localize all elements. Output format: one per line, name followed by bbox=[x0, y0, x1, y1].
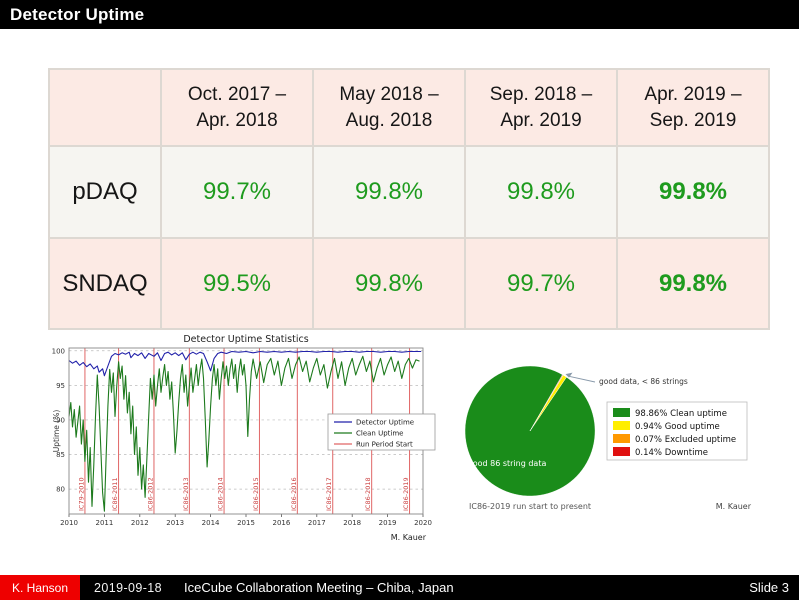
pie-legend-label: 0.07% Excluded uptime bbox=[635, 435, 736, 445]
line-chart-canvas: 80 85 90 95 100 2010 2011 2012 2013 2014 2015 2016 2… bbox=[52, 334, 436, 542]
slide-title: Detector Uptime bbox=[10, 4, 145, 24]
legend-swatch bbox=[613, 447, 630, 456]
run-period-label: IC86-2017 bbox=[325, 477, 333, 511]
run-period-label: IC86-2012 bbox=[146, 477, 154, 511]
run-period-label: IC86-2018 bbox=[364, 477, 372, 511]
annotation-arrow bbox=[568, 375, 596, 383]
legend-entry-label: Run Period Start bbox=[356, 441, 413, 449]
x-tick-label: 2012 bbox=[131, 519, 149, 527]
pie-caption: IC86-2019 run start to present bbox=[469, 502, 591, 511]
table-value-pdaq-4: 99.8% bbox=[618, 147, 768, 237]
table-value-pdaq-2: 99.8% bbox=[314, 147, 464, 237]
x-tick-label: 2013 bbox=[166, 519, 184, 527]
legend-entry-label: Detector Uptime bbox=[356, 419, 414, 427]
pie-annotation: good data, < 86 strings bbox=[599, 377, 688, 386]
y-tick-label: 80 bbox=[56, 486, 65, 494]
run-period-label: IC86-2014 bbox=[217, 477, 225, 511]
pie-legend-box bbox=[606, 401, 748, 461]
table-value-pdaq-1: 99.7% bbox=[162, 147, 312, 237]
table-corner-cell bbox=[50, 70, 160, 145]
pie-chart-canvas: good data, < 86 strings good 86 string da… bbox=[464, 365, 752, 511]
run-period-label: IC86-2011 bbox=[111, 477, 119, 511]
legend-swatch bbox=[613, 421, 630, 430]
table-row-label-sndaq: SNDAQ bbox=[50, 239, 160, 328]
y-axis-label: Uptime (%) bbox=[52, 410, 61, 453]
legend-swatch bbox=[613, 408, 630, 417]
line-chart-title: Detector Uptime Statistics bbox=[183, 334, 308, 345]
y-tick-label: 95 bbox=[56, 382, 65, 390]
table-value-sndaq-2: 99.8% bbox=[314, 239, 464, 328]
y-tick-label: 90 bbox=[56, 416, 65, 424]
run-period-label: IC86-2016 bbox=[290, 477, 298, 511]
run-period-label: IC79-2010 bbox=[77, 477, 85, 511]
table-col-header-3: Sep. 2018 – Apr. 2019 bbox=[466, 70, 616, 145]
x-tick-label: 2015 bbox=[237, 519, 255, 527]
title-bar: Detector Uptime bbox=[0, 0, 799, 29]
table-value-sndaq-4: 99.8% bbox=[618, 239, 768, 328]
pie-legend-label: 98.86% Clean uptime bbox=[635, 409, 727, 419]
x-tick-label: 2018 bbox=[343, 519, 361, 527]
pie-slice bbox=[529, 374, 564, 432]
pie-legend-label: 0.14% Downtime bbox=[635, 448, 708, 458]
x-tick-label: 2019 bbox=[379, 519, 397, 527]
line-chart-credit: M. Kauer bbox=[391, 533, 427, 542]
pie-inner-label: good 86 string data bbox=[468, 459, 547, 468]
uptime-table: Oct. 2017 – Apr. 2018 May 2018 – Aug. 20… bbox=[48, 68, 770, 330]
footer-author-badge: K. Hanson bbox=[0, 575, 81, 600]
y-tick-label: 85 bbox=[56, 451, 65, 459]
table-col-header-1: Oct. 2017 – Apr. 2018 bbox=[162, 70, 312, 145]
x-tick-label: 2020 bbox=[414, 519, 432, 527]
footer-slide-number: Slide 3 bbox=[749, 580, 789, 595]
x-tick-label: 2014 bbox=[202, 519, 220, 527]
series-clean-uptime bbox=[68, 355, 420, 512]
series-detector-uptime bbox=[68, 350, 422, 377]
x-tick-label: 2017 bbox=[308, 519, 326, 527]
legend-swatch bbox=[613, 434, 630, 443]
table-value-pdaq-3: 99.8% bbox=[466, 147, 616, 237]
table-row-label-pdaq: pDAQ bbox=[50, 147, 160, 237]
uptime-pie-chart: good data, < 86 strings good 86 string da… bbox=[455, 350, 755, 520]
table-col-header-4: Apr. 2019 – Sep. 2019 bbox=[618, 70, 768, 145]
table-value-sndaq-3: 99.7% bbox=[466, 239, 616, 328]
pie-legend-label: 0.94% Good uptime bbox=[635, 422, 720, 432]
footer-date: 2019-09-18 bbox=[94, 580, 162, 595]
table-value-sndaq-1: 99.5% bbox=[162, 239, 312, 328]
y-tick-label: 100 bbox=[52, 347, 65, 355]
footer-meeting-title: IceCube Collaboration Meeting – Chiba, J… bbox=[184, 580, 454, 595]
legend-entry-label: Clean Uptime bbox=[356, 430, 403, 438]
run-period-label: IC86-2015 bbox=[252, 477, 260, 511]
run-period-label: IC86-2019 bbox=[402, 477, 410, 511]
x-tick-label: 2016 bbox=[272, 519, 290, 527]
x-tick-label: 2010 bbox=[60, 519, 78, 527]
uptime-line-chart: 80 85 90 95 100 2010 2011 2012 2013 2014 2015 2016 2… bbox=[52, 332, 442, 546]
footer-bar: K. Hanson 2019-09-18 IceCube Collaborati… bbox=[0, 575, 799, 600]
pie-credit: M. Kauer bbox=[716, 502, 752, 511]
run-period-label: IC86-2013 bbox=[182, 477, 190, 511]
table-col-header-2: May 2018 – Aug. 2018 bbox=[314, 70, 464, 145]
annotation-arrowhead bbox=[565, 372, 573, 378]
x-tick-label: 2011 bbox=[95, 519, 113, 527]
